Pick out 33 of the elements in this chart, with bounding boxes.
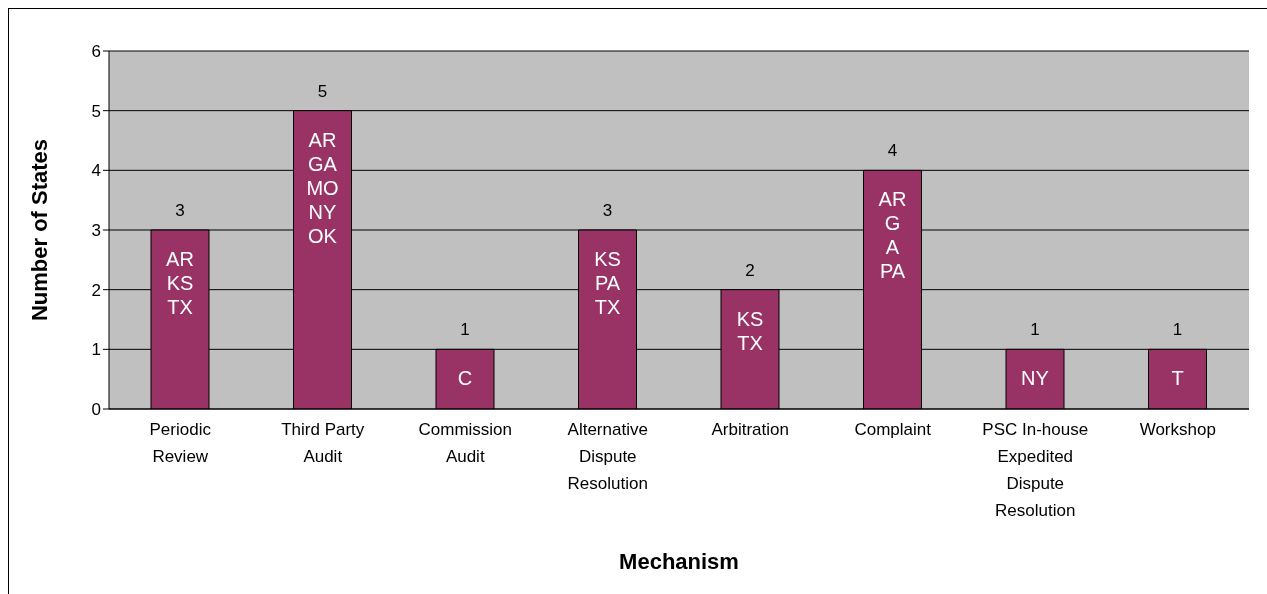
y-tick-label: 1 — [91, 340, 101, 360]
y-tick-label: 4 — [91, 161, 101, 181]
annotation: AR KS TX — [166, 248, 194, 318]
y-tick-label: 0 — [91, 400, 101, 420]
annotation: AR GA MO NY OK — [306, 128, 339, 247]
x-tick-label: Arbitration — [711, 420, 789, 439]
x-tick-label: PSC In-house Expedited Dispute Resolution — [982, 420, 1089, 520]
data-label: 3 — [175, 201, 185, 220]
data-label: 4 — [887, 141, 898, 161]
annotation: NY — [1021, 367, 1049, 390]
data-label: 1 — [1172, 320, 1183, 340]
annotation: KS TX — [736, 307, 764, 354]
y-tick-label: 6 — [91, 42, 101, 62]
data-label: 3 — [602, 201, 613, 220]
data-label: 5 — [317, 81, 328, 101]
y-tick-label: 3 — [91, 221, 101, 241]
data-label: 1 — [460, 320, 470, 340]
y-axis-title: Number of States — [26, 138, 52, 322]
x-tick-label: Periodic Review — [149, 420, 212, 466]
data-label: 1 — [1030, 320, 1040, 340]
x-axis-title: Mechanism — [619, 549, 739, 574]
annotation: C — [457, 367, 473, 390]
x-tick-label: Third Party Audit — [281, 420, 365, 466]
annotation: KS PA TX — [594, 248, 621, 318]
y-tick-label: 2 — [91, 280, 101, 300]
data-label: 2 — [745, 260, 755, 280]
annotation: T — [1171, 367, 1184, 390]
x-tick-label: Commission Audit — [418, 420, 513, 466]
x-tick-label: Complaint — [854, 420, 932, 439]
x-tick-label: Alternative Dispute Resolution — [567, 420, 648, 493]
x-tick-label: Workshop — [1139, 420, 1216, 439]
annotation: AR G A PA — [878, 188, 907, 283]
y-tick-label: 5 — [91, 101, 101, 121]
